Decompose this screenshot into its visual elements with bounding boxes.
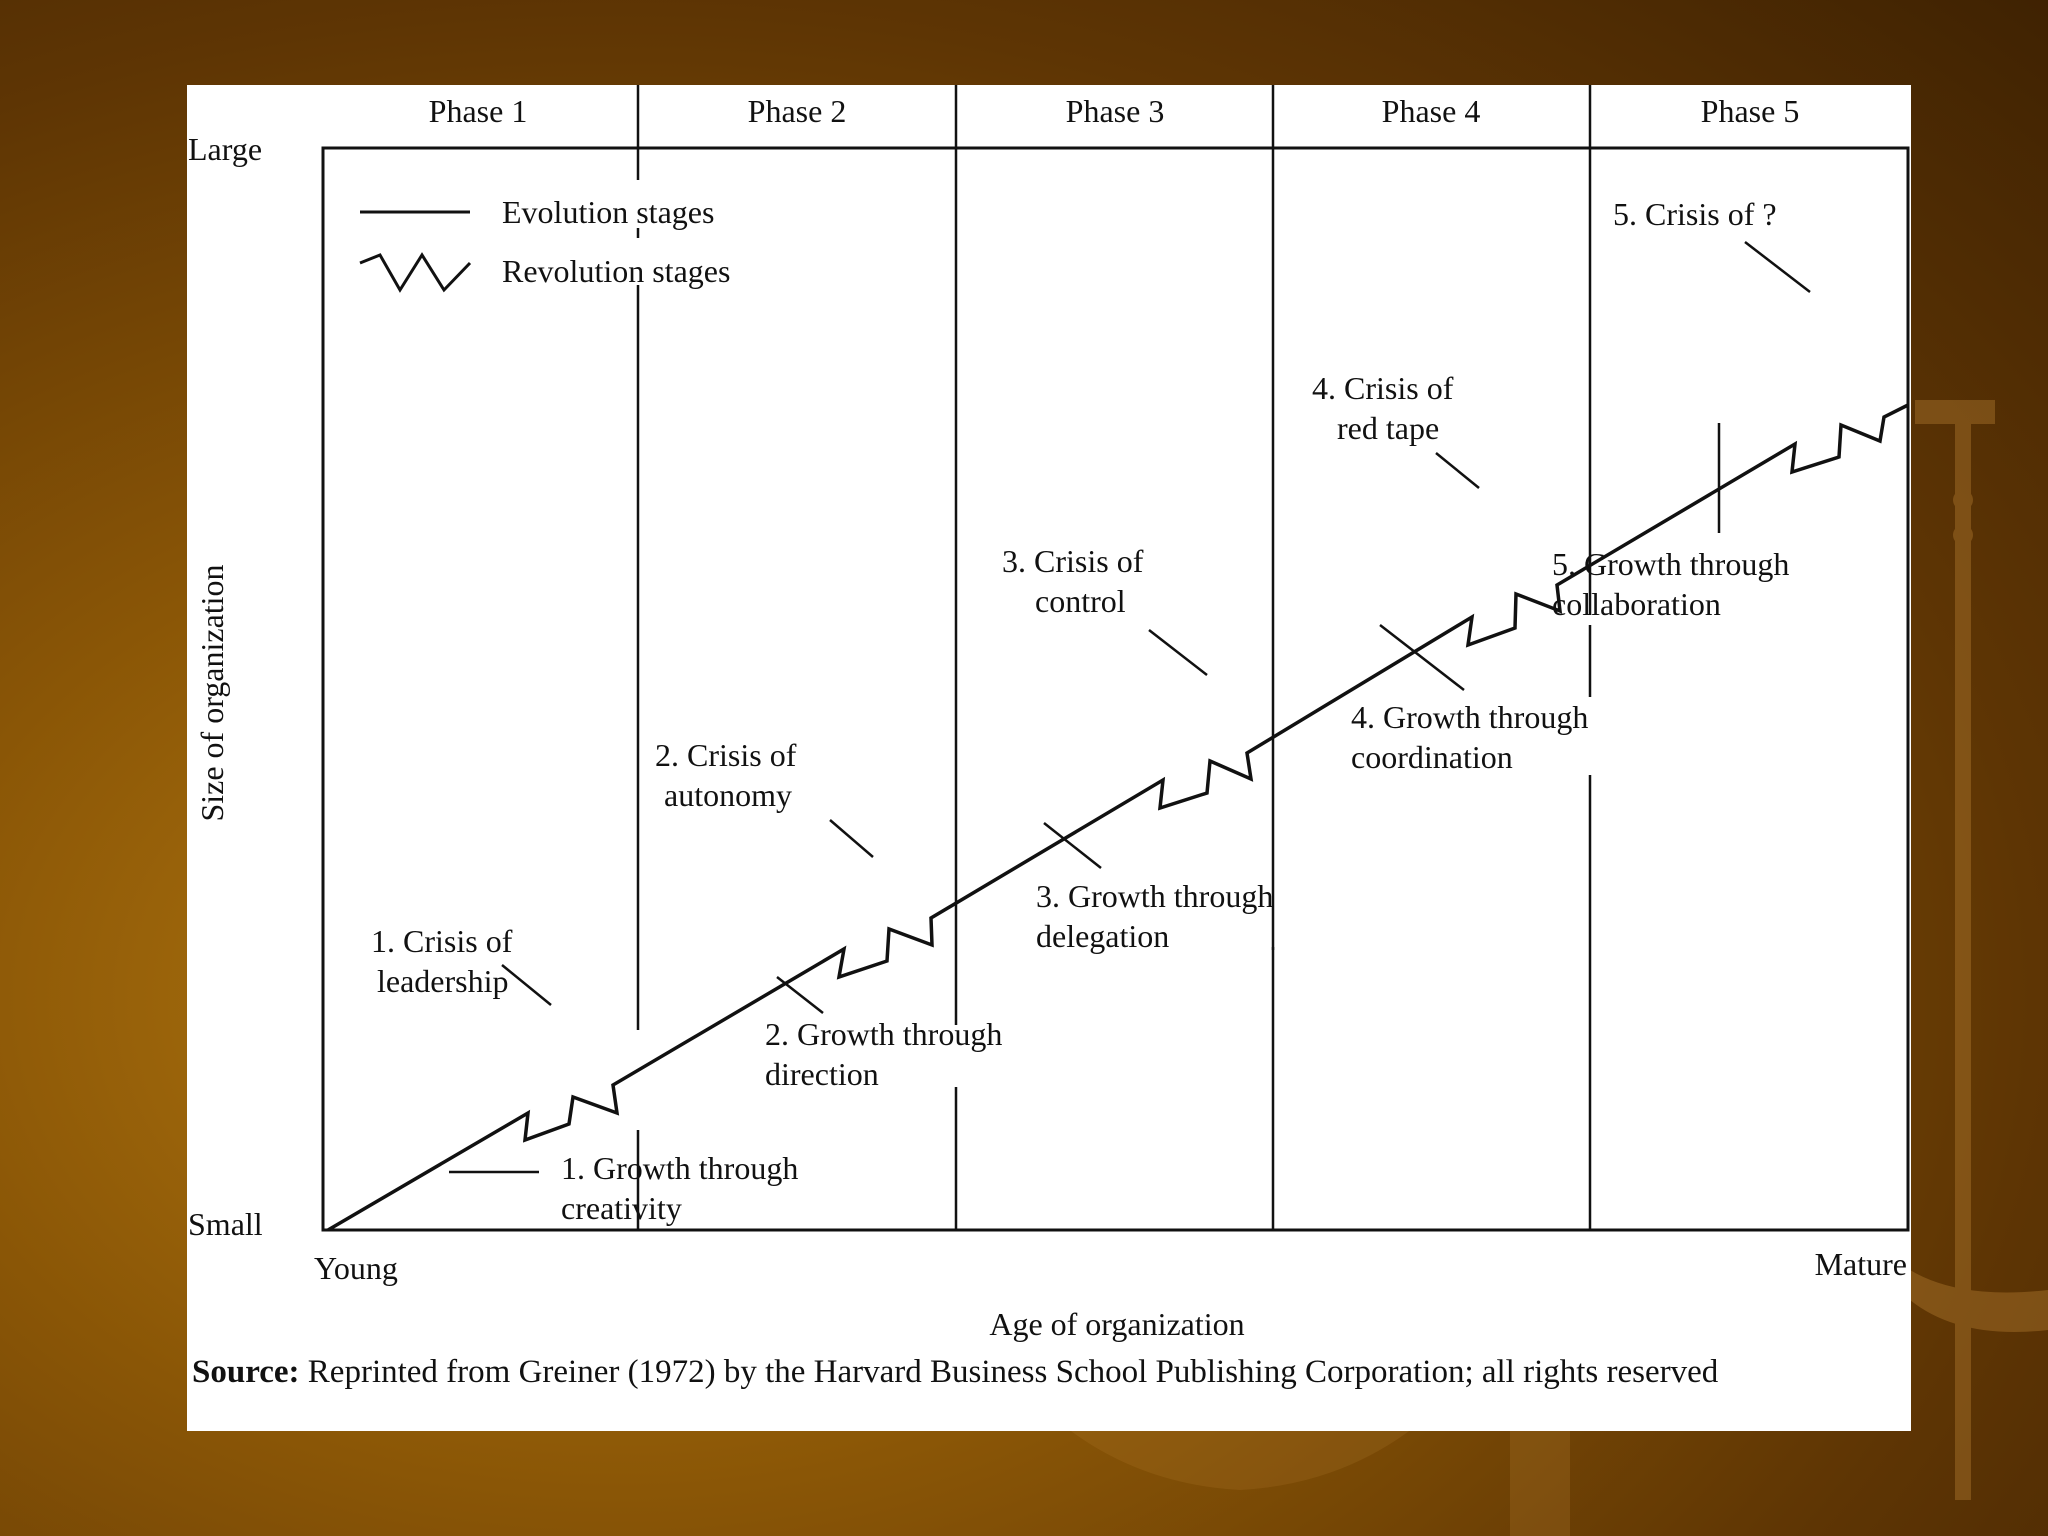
phase-label-5: Phase 5: [1701, 93, 1800, 129]
leader-lines: [449, 241, 1811, 1174]
y-axis-bottom-label: Small: [188, 1206, 263, 1242]
x-axis-right-label: Mature: [1815, 1246, 1907, 1282]
growth-2-label: 2. Growth through direction: [765, 1016, 1010, 1092]
crisis-2-label: 2. Crisis of autonomy: [655, 737, 804, 813]
source-label: Source:: [192, 1354, 300, 1390]
phase-label-2: Phase 2: [748, 93, 847, 129]
x-axis-left-label: Young: [314, 1250, 398, 1286]
y-axis-title: Size of organization: [194, 564, 230, 821]
source-text: Reprinted from Greiner (1972) by the Har…: [299, 1354, 1719, 1390]
phase-label-3: Phase 3: [1066, 93, 1165, 129]
diagram-panel: Phase 1 Phase 2 Phase 3 Phase 4 Phase 5: [187, 85, 1911, 1431]
legend-evolution-label: Evolution stages: [502, 194, 714, 230]
growth-3-label: 3. Growth through delegation: [1036, 878, 1281, 954]
x-axis-title: Age of organization: [989, 1306, 1244, 1342]
crisis-5-label: 5. Crisis of ?: [1613, 196, 1777, 232]
crisis-1-label: 1. Crisis of leadership: [371, 923, 520, 999]
phase-label-1: Phase 1: [429, 93, 528, 129]
growth-5-label: 5. Growth through collaboration: [1552, 546, 1797, 622]
source-note: Source: Reprinted from Greiner (1972) by…: [192, 1353, 1902, 1392]
y-axis-top-label: Large: [188, 131, 262, 167]
growth-curve: [327, 403, 1909, 1232]
phase-label-4: Phase 4: [1382, 93, 1481, 129]
plot-frame: [321, 146, 1910, 1232]
crisis-3-label: 3. Crisis of control: [1002, 543, 1151, 619]
legend-revolution-label: Revolution stages: [502, 253, 730, 289]
crisis-4-label: 4. Crisis of red tape: [1312, 370, 1461, 446]
legend-revolution-zigzag: [359, 252, 472, 293]
growth-4-label: 4. Growth through coordination: [1351, 699, 1596, 775]
growth-1-label: 1. Growth through creativity: [561, 1150, 806, 1226]
greiner-growth-diagram: Phase 1 Phase 2 Phase 3 Phase 4 Phase 5: [188, 85, 1910, 1342]
